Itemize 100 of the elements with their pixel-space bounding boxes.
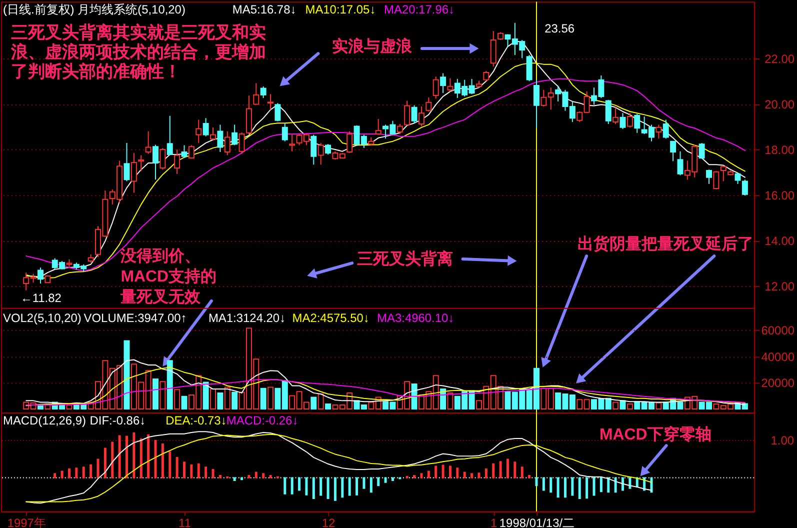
candlestick [396,124,403,135]
bar [210,388,216,410]
candlestick [268,94,274,110]
text: MACD:-0.26↓ [226,414,298,428]
annotation: 出货阴量把量死叉延后了 [578,235,754,254]
bar [447,392,454,410]
candlestick [325,144,332,156]
candlestick [238,132,245,154]
x-tick-label: 11 [178,516,192,528]
bar [160,381,166,410]
candlestick [426,96,432,112]
candlestick [375,118,382,136]
candlestick [447,78,454,92]
x-tick-label: 1 [490,516,498,528]
candlestick [418,106,424,127]
candlestick [432,76,439,100]
candlestick [160,147,166,170]
bar [612,402,619,410]
bar [440,388,446,410]
candlestick [202,118,209,137]
bar [152,378,158,410]
annotation: 三死叉头背离其实就是三死叉和实浪、虚浪两项技术的结合，更增加了判断头部的准确性！ [10,23,266,81]
text: MA10:17.05↓ [305,2,376,17]
candlestick [152,144,158,180]
annotation: ←11.82 [20,290,62,305]
candlestick [612,106,619,125]
candlestick [706,169,712,184]
candlestick [289,134,296,152]
text: MA20:17.96↓ [384,2,454,17]
candlestick [217,124,224,153]
bar [656,402,662,410]
bar [232,392,238,410]
annotation: 实浪与虚浪 [332,36,414,56]
candlestick [483,70,490,82]
candlestick [37,267,44,284]
candlestick [656,124,662,140]
y-tick-label: 22.00 [764,52,795,66]
bar [268,386,274,410]
annotation: 三死叉头背离 [357,249,454,268]
candlestick [440,72,446,94]
candlestick [282,122,288,142]
chart-title: (日线.前复权) 月均线系统(5,10,20) [2,2,186,17]
candlestick [224,130,230,156]
candlestick [404,100,410,126]
annotation: 没得到价、MACD支持的量死叉无效 [120,247,217,306]
x-tick-label: 12 [322,516,336,528]
candlestick [634,113,640,134]
candlestick [720,165,726,182]
candlestick [626,112,633,128]
candlestick [526,54,532,82]
candlestick [620,112,626,130]
candlestick [253,82,260,106]
chart-title: MACD(12,26,9) [2,414,86,428]
text: 1.00 [770,434,794,448]
candlestick [124,142,130,182]
annotation: 23.56 [544,22,575,36]
annotation: VOLUME:3947.00↑ [84,310,187,325]
candlestick [145,130,152,154]
candlestick [411,104,418,124]
bar [325,403,332,410]
bar [217,392,224,410]
bar [181,396,188,410]
candlestick [677,150,684,176]
text: MA5:16.78↓ [232,2,296,17]
y-tick-label: 12.00 [764,280,795,294]
line-series [26,359,746,406]
candlestick [605,99,612,125]
candlestick [166,115,173,156]
line-series [26,379,746,406]
bar [202,382,209,410]
candlestick [130,152,137,194]
y-tick-label: 20.00 [764,97,795,112]
series-label: DEA:-0.73↓ [166,414,227,428]
candlestick [174,149,180,174]
y-tick-label: 20000 [761,376,795,390]
candlestick [698,142,705,160]
chart-title: VOL2(5,10,20) [2,310,82,325]
y-tick-label: 40000 [761,350,795,364]
y-tick-label: 14.00 [764,234,795,248]
bar [260,388,266,410]
y-tick-label: 18.00 [764,143,795,158]
bar [310,396,317,410]
candlestick [210,126,216,142]
series-label: DIF:-0.86↓ [90,414,146,428]
candlestick [346,130,353,154]
candlestick [181,144,188,158]
y-tick-label: 60000 [761,324,795,338]
annotation: MACD下穿零轴 [599,426,712,444]
candlestick [188,144,194,160]
text: MA1:3124.20↓ [208,310,286,325]
candlestick [713,170,720,190]
bar [626,403,633,410]
text: MA2:4575.50↓ [292,310,370,325]
x-tick-label: 1998/01/13/二 [499,516,575,528]
candlestick [490,30,496,68]
bar [224,386,230,410]
candlestick [318,142,324,166]
candlestick [232,124,238,146]
candlestick [138,154,144,172]
candlestick [533,79,540,129]
